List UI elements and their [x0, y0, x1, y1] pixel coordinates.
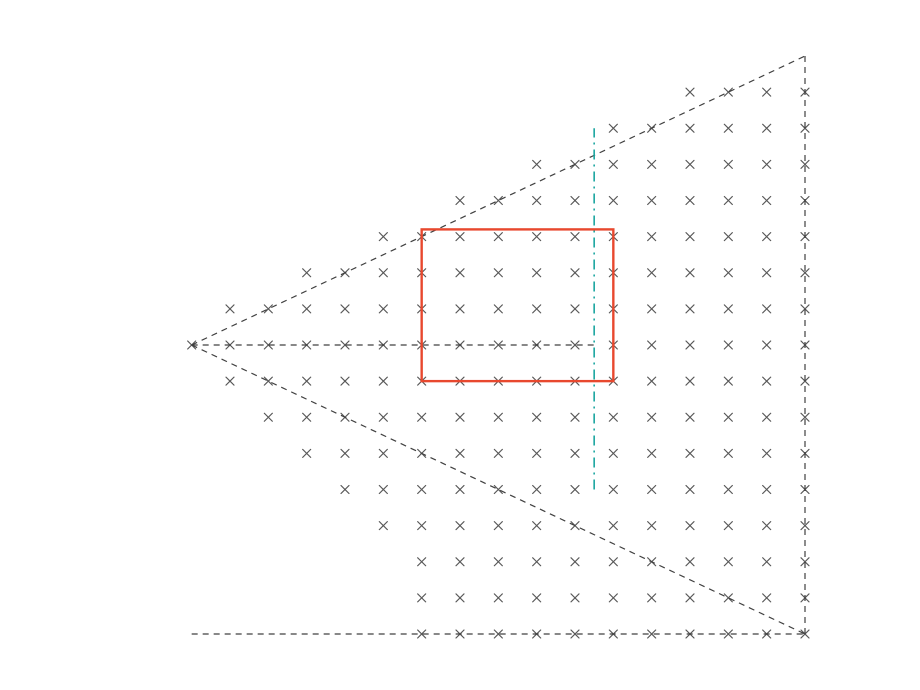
- diagram-canvas: [0, 0, 920, 690]
